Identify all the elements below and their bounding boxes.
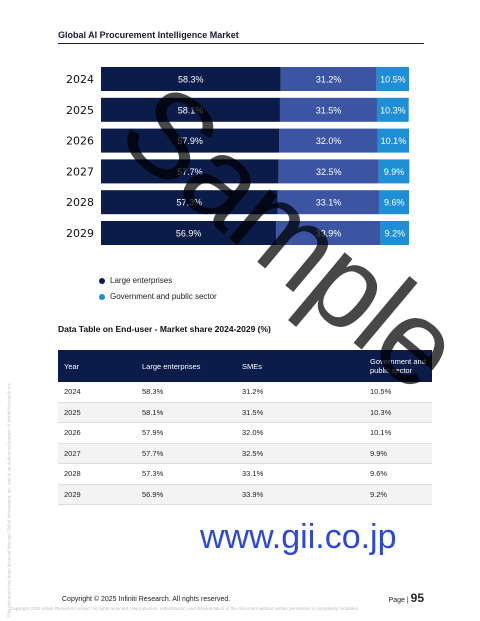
bar-segment-2028-0 [101, 190, 278, 215]
data-label-2028-0: 57.3% [176, 198, 202, 208]
header-smes: SMEs [236, 350, 364, 382]
cell-gov: 10.1% [364, 422, 432, 444]
header-year: Year [58, 350, 136, 382]
cell-year: 2027 [58, 443, 136, 464]
legend-swatch-navy [99, 277, 105, 284]
table-row: 2024 58.3% 31.2% 10.5% [58, 382, 432, 403]
header-large-enterprises: Large enterprises [136, 350, 236, 382]
bar-segment-2025-2 [376, 97, 409, 122]
data-label-2025-1: 31.5% [316, 105, 342, 115]
cell-year: 2025 [58, 402, 136, 423]
category-label-2025: 2025 [66, 104, 94, 117]
cell-sme: 33.9% [236, 484, 364, 505]
data-label-2027-2: 9.9% [384, 167, 405, 177]
cell-gov: 9.6% [364, 463, 432, 485]
table-row: 2027 57.7% 32.5% 9.9% [58, 443, 432, 464]
bar-segment-2028-2 [379, 190, 409, 215]
table-header-row: Year Large enterprises SMEs Government a… [58, 350, 432, 382]
category-label-2026: 2026 [66, 135, 94, 148]
data-label-2024-0: 58.3% [178, 75, 204, 85]
data-table: Year Large enterprises SMEs Government a… [58, 350, 432, 505]
data-label-2025-2: 10.3% [380, 105, 406, 115]
bar-segment-2024-2 [376, 67, 409, 91]
page-number: Page | 95 [389, 591, 424, 605]
data-label-2027-1: 32.5% [316, 167, 342, 177]
cell-sme: 33.1% [236, 463, 364, 485]
legend-item-large-enterprises: Large enterprises [99, 276, 172, 285]
bar-segment-2027-1 [278, 159, 379, 184]
copyright-text: Copyright © 2025 Infiniti Research. All … [62, 596, 231, 603]
table-row: 2028 57.3% 33.1% 9.6% [58, 463, 432, 485]
cell-large: 58.3% [136, 382, 236, 403]
bar-segment-2026-1 [279, 128, 378, 153]
page-number-value: 95 [410, 591, 424, 605]
bar-segment-2029-1 [276, 221, 381, 245]
data-label-2024-1: 31.2% [316, 75, 342, 85]
header-government: Government and public sector [364, 350, 432, 382]
cell-gov: 10.3% [364, 402, 432, 423]
stacked-bar-chart: 2024 58.3% 31.2% 10.5% 2025 58.1% 31.5% 10.3% 20… [66, 67, 410, 245]
title-divider [58, 43, 424, 44]
cell-large: 57.7% [136, 443, 236, 464]
cell-gov: 9.2% [364, 484, 432, 505]
bar-segment-2025-0 [101, 97, 280, 122]
data-label-2025-0: 58.1% [178, 105, 204, 115]
bar-segment-2025-1 [279, 97, 377, 122]
data-label-2026-1: 32.0% [316, 136, 342, 146]
bar-segment-2029-0 [101, 221, 277, 245]
bar-segment-2027-2 [378, 159, 410, 184]
url-watermark: www.gii.co.jp [200, 518, 397, 556]
page-title: Global AI Procurement Intelligence Marke… [58, 30, 239, 40]
data-label-2029-1: 33.9% [316, 229, 342, 239]
cell-sme: 32.0% [236, 422, 364, 444]
legend-label: Large enterprises [110, 276, 173, 285]
legend-swatch-light-blue [99, 293, 105, 300]
cell-sme: 31.2% [236, 382, 364, 403]
bar-segment-2024-1 [280, 67, 377, 91]
cell-year: 2028 [58, 463, 136, 485]
cell-year: 2026 [58, 422, 136, 444]
data-label-2028-1: 33.1% [316, 198, 342, 208]
cell-sme: 31.5% [236, 402, 364, 423]
table-row: 2026 57.9% 32.0% 10.1% [58, 422, 432, 444]
category-label-2029: 2029 [66, 227, 94, 240]
data-label-2029-2: 9.2% [385, 229, 406, 239]
bar-segment-2028-1 [277, 190, 380, 215]
bar-segment-2026-0 [101, 128, 280, 153]
data-label-2024-2: 10.5% [380, 75, 406, 85]
data-label-2027-0: 57.7% [177, 167, 203, 177]
bar-segment-2026-2 [377, 128, 409, 153]
cell-gov: 9.9% [364, 443, 432, 464]
category-label-2027: 2027 [66, 165, 94, 178]
legal-footer: Copyright 2025 Infiniti Research Limited… [10, 606, 360, 611]
bar-segment-2024-0 [101, 67, 281, 91]
cell-gov: 10.5% [364, 382, 432, 403]
side-license-note: This document has been licensed through … [6, 381, 12, 618]
data-label-2026-2: 10.1% [381, 136, 407, 146]
cell-large: 57.3% [136, 463, 236, 485]
table-row: 2025 58.1% 31.5% 10.3% [58, 402, 432, 423]
legend-label: Government and public sector [110, 292, 217, 301]
data-label-2029-0: 56.9% [176, 229, 202, 239]
bar-segment-2027-0 [101, 159, 279, 184]
data-label-2026-0: 57.9% [177, 136, 203, 146]
data-label-2028-2: 9.6% [384, 198, 405, 208]
cell-large: 56.9% [136, 484, 236, 505]
category-label-2028: 2028 [66, 196, 94, 209]
cell-sme: 32.5% [236, 443, 364, 464]
legend-item-government: Government and public sector [99, 292, 217, 301]
bar-segment-2029-2 [380, 221, 409, 245]
category-label-2024: 2024 [66, 73, 94, 86]
cell-year: 2029 [58, 484, 136, 505]
page-label: Page | [388, 597, 409, 604]
table-row: 2029 56.9% 33.9% 9.2% [58, 484, 432, 505]
table-title: Data Table on End-user - Market share 20… [58, 324, 271, 334]
cell-large: 58.1% [136, 402, 236, 423]
cell-year: 2024 [58, 382, 136, 403]
cell-large: 57.9% [136, 422, 236, 444]
